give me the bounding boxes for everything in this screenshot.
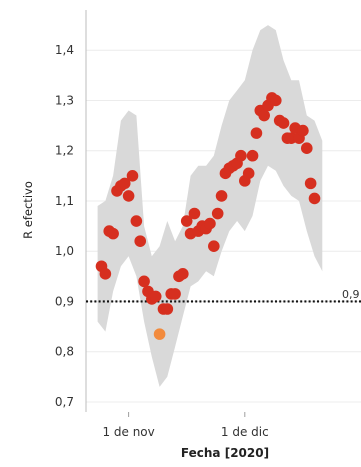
confidence-band-layer	[97, 25, 323, 387]
x-axis-title: Fecha [2020]	[181, 446, 269, 460]
highlighted-data-point	[153, 328, 166, 340]
data-point	[130, 215, 143, 227]
data-point	[161, 303, 174, 315]
data-point	[107, 227, 119, 240]
y-tick-label: 1,4	[55, 43, 74, 57]
data-point	[242, 167, 255, 180]
y-axis-title: R efectivo	[21, 181, 35, 239]
data-point	[138, 275, 150, 288]
data-point	[215, 190, 228, 202]
data-point	[134, 235, 147, 247]
data-point	[277, 117, 290, 129]
data-point	[204, 217, 216, 230]
points-layer	[95, 92, 321, 340]
data-point	[250, 127, 263, 139]
y-tick-label: 1,1	[55, 194, 74, 208]
data-point	[235, 149, 247, 162]
confidence-band	[97, 25, 323, 387]
data-point	[211, 207, 224, 220]
reference-line-label: 0,9	[342, 288, 360, 301]
reference-line-layer: 0,9	[86, 288, 361, 303]
data-point	[149, 290, 162, 303]
data-point	[304, 177, 317, 190]
x-tick-label: 1 de nov	[102, 425, 154, 439]
data-point	[180, 215, 193, 227]
data-point	[246, 149, 259, 162]
y-tick-label: 1,3	[55, 93, 74, 107]
y-tick-label: 0,7	[55, 395, 74, 409]
data-point	[208, 240, 220, 252]
data-point	[269, 94, 282, 107]
data-point	[188, 207, 201, 220]
data-point	[297, 124, 309, 137]
y-tick-label: 1,2	[55, 144, 74, 158]
y-tick-label: 1,0	[55, 244, 74, 258]
data-point	[258, 109, 270, 122]
data-point	[169, 288, 181, 300]
x-tick-label: 1 de dic	[221, 425, 269, 439]
y-tick-labels: 0,7 0,8 0,9 1,0 1,1 1,2 1,3 1,4	[55, 43, 74, 409]
y-tick-label: 0,9	[55, 294, 74, 308]
data-point	[126, 170, 139, 182]
data-point	[308, 192, 321, 205]
data-point	[122, 190, 135, 202]
data-point	[99, 268, 112, 280]
y-tick-label: 0,8	[55, 345, 74, 359]
data-point	[118, 177, 131, 190]
x-tick-labels: 1 de nov 1 de dic	[102, 412, 269, 439]
data-point	[300, 142, 313, 154]
data-point	[177, 268, 189, 280]
